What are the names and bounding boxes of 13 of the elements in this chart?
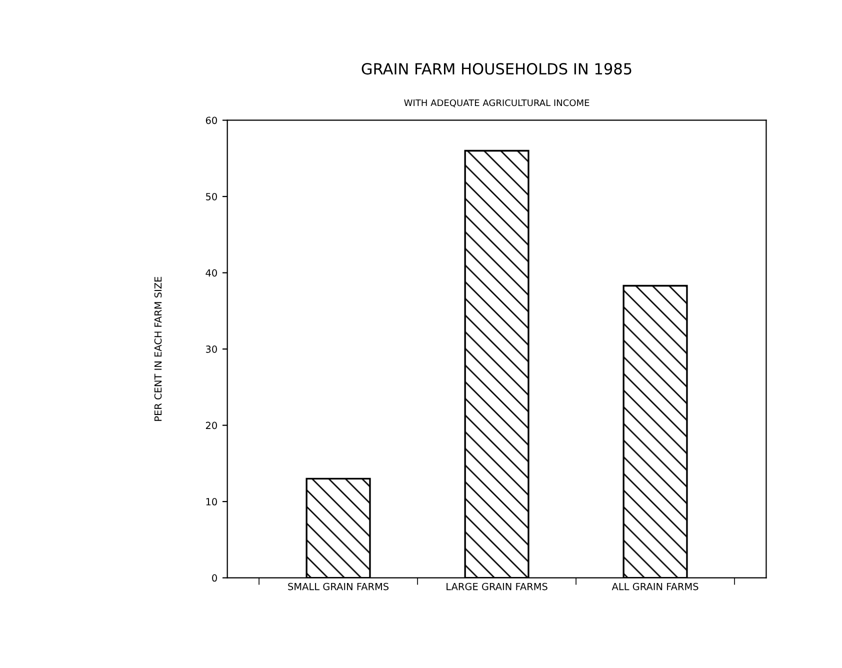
x-tick-label: SMALL GRAIN FARMS: [288, 582, 389, 590]
x-tick-label: ALL GRAIN FARMS: [612, 582, 698, 590]
y-tick-label: 30: [206, 346, 217, 353]
chart-title: GRAIN FARM HOUSEHOLDS IN 1985: [362, 63, 632, 75]
y-tick-label: 60: [206, 116, 217, 124]
y-axis-title: PER CENT IN EACH FARM SIZE: [154, 276, 162, 421]
y-tick-label: 20: [206, 422, 217, 430]
y-tick-label: 40: [206, 269, 217, 277]
x-tick-label: LARGE GRAIN FARMS: [446, 582, 548, 590]
y-tick-label: 50: [206, 192, 217, 200]
y-tick-label: 10: [206, 498, 217, 506]
chart-subtitle: WITH ADEQUATE AGRICULTURAL INCOME: [404, 99, 590, 108]
y-tick-label: 0: [212, 574, 217, 582]
